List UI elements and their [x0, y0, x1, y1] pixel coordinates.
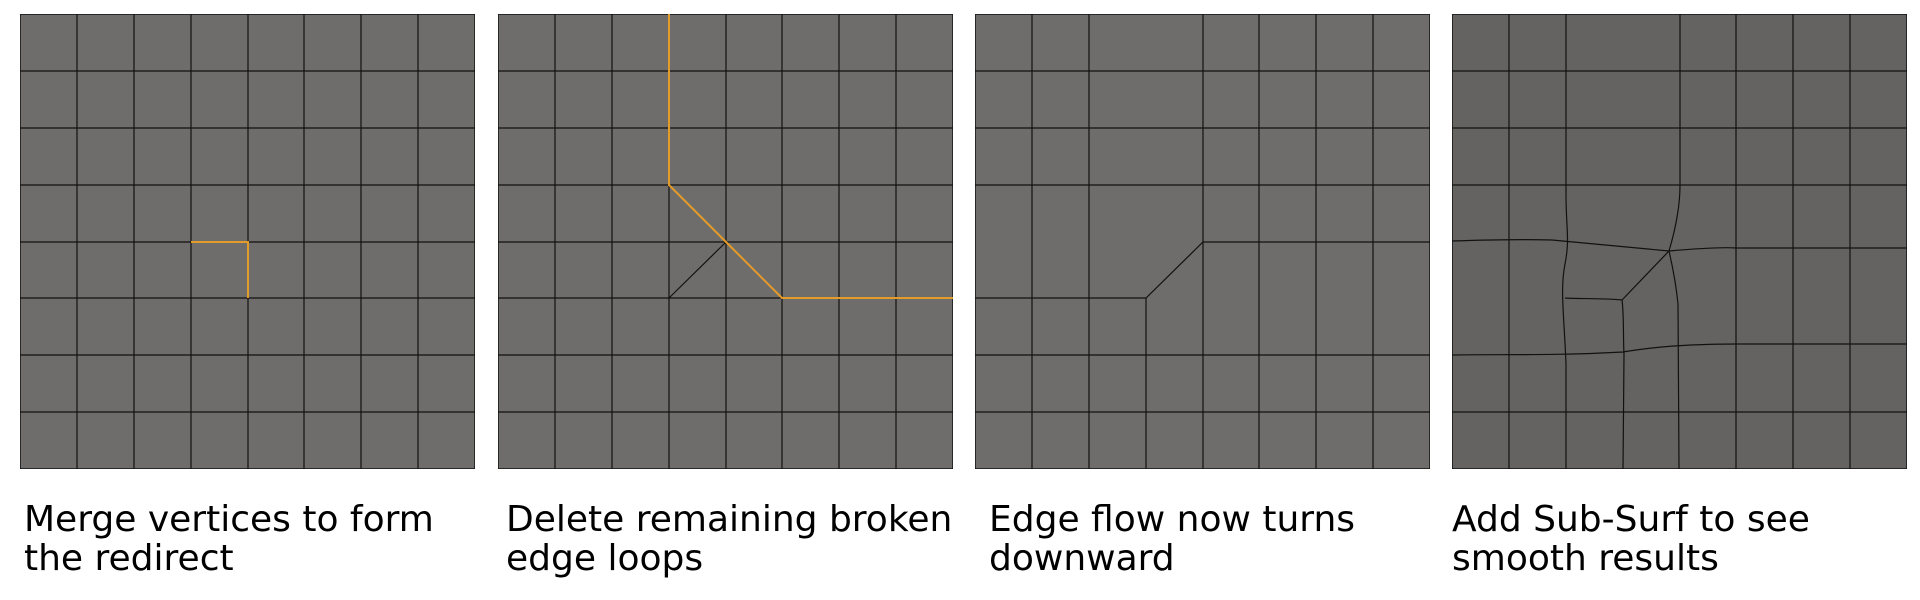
- grid-edges: [975, 14, 1430, 469]
- mesh-grid-subsurf: [1452, 14, 1907, 469]
- mesh-grid-merge-vertices: [20, 14, 475, 469]
- caption-delete-broken-loops: Delete remaining broken edge loops: [506, 499, 953, 579]
- selected-edge-loop: [668, 14, 953, 299]
- caption-subsurf-result: Add Sub-Surf to see smooth results: [1452, 499, 1810, 579]
- selected-edges: [191, 241, 249, 298]
- panel-edge-flow-turns: [975, 14, 1430, 469]
- smoothed-edges: [1452, 14, 1907, 469]
- panel-merge-vertices: [20, 14, 475, 469]
- mesh-grid-delete-broken-loops: [498, 14, 953, 469]
- panel-delete-broken-loops: [498, 14, 953, 469]
- mesh-grid-edge-flow: [975, 14, 1430, 469]
- panel-subsurf-result: [1452, 14, 1907, 469]
- caption-merge-vertices: Merge vertices to form the redirect: [24, 499, 434, 579]
- caption-edge-flow-turns: Edge flow now turns downward: [989, 499, 1356, 579]
